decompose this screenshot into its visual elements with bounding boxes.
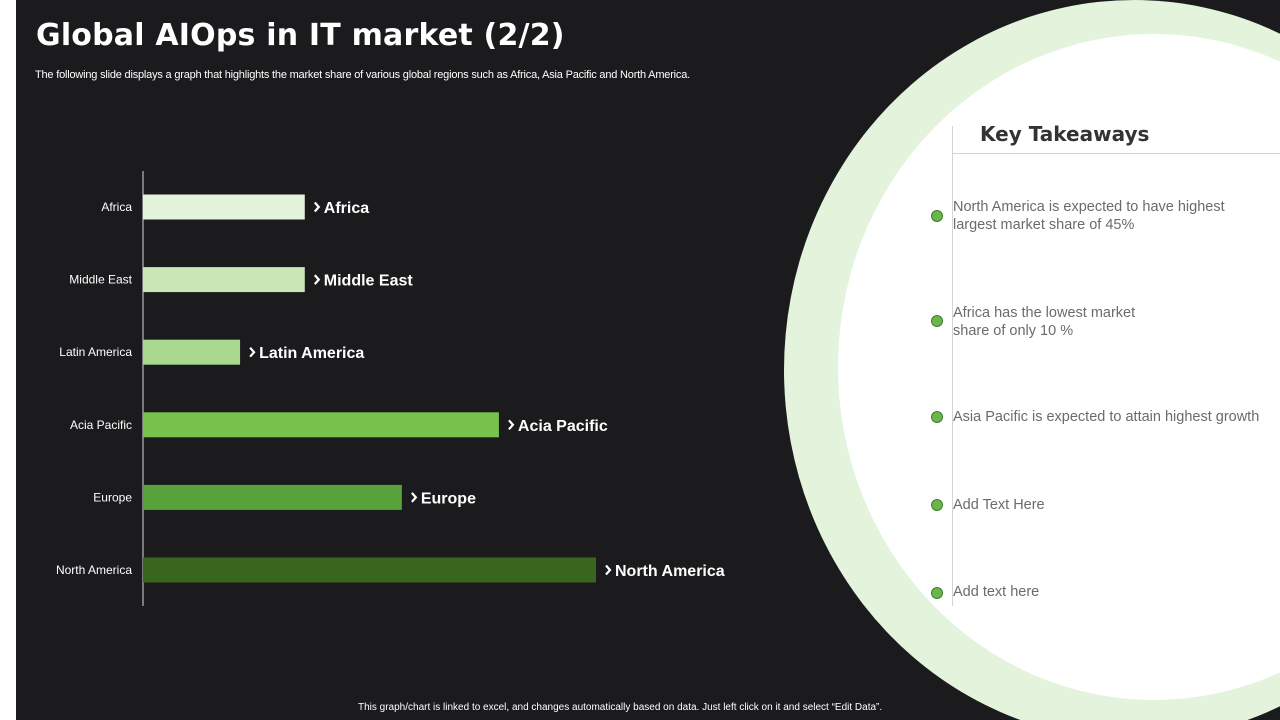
data-label: North America <box>615 563 725 580</box>
takeaway-text: North America is expected to have highes… <box>953 199 1225 233</box>
takeaway-text: Africa has the lowest market share of on… <box>953 305 1136 339</box>
chevron-right-icon <box>605 564 612 576</box>
edit-data-footnote: This graph/chart is linked to excel, and… <box>358 702 883 713</box>
takeaway-bullet-icon <box>931 411 943 423</box>
takeaway-text: Add text here <box>953 584 1040 600</box>
category-label: Acia Pacific <box>70 418 132 432</box>
takeaways-divider <box>953 153 1280 154</box>
takeaways-title: Key Takeaways <box>980 122 1150 146</box>
chevron-right-icon <box>313 274 321 285</box>
data-label: Middle East <box>324 273 414 290</box>
market-share-bar-chart[interactable]: Africa Africa Middle East Middle East Latin … <box>16 0 796 620</box>
category-label: Latin America <box>59 345 132 359</box>
takeaway-bullet-icon <box>931 587 943 599</box>
category-label: North America <box>56 563 132 577</box>
takeaway-bullet-icon <box>931 210 943 222</box>
data-label: Acia Pacific <box>518 418 608 435</box>
data-label: Africa <box>324 200 369 217</box>
bar-africa[interactable] <box>143 194 305 220</box>
takeaway-bullet-icon <box>931 499 943 511</box>
takeaways-timeline-line <box>952 126 953 606</box>
category-label: Africa <box>101 200 132 214</box>
chevron-right-icon <box>249 346 256 358</box>
category-label: Europe <box>93 490 132 504</box>
takeaway-text: Asia Pacific is expected to attain highe… <box>953 409 1260 425</box>
chevron-right-icon <box>508 419 515 431</box>
slide-title: Global AIOps in IT market (2/2) <box>36 18 565 53</box>
data-label: Europe <box>421 490 476 507</box>
takeaway-bullet-icon <box>931 315 943 327</box>
bar-latin-america[interactable] <box>143 339 241 365</box>
bar-acia-pacific[interactable] <box>143 412 499 438</box>
slide-background: Global AIOps in IT market (2/2) The foll… <box>16 0 1280 720</box>
data-label: Latin America <box>259 345 364 362</box>
chevron-right-icon <box>313 201 321 213</box>
category-label: Middle East <box>69 273 132 287</box>
takeaway-text: Add Text Here <box>953 497 1045 513</box>
slide-subtitle: The following slide displays a graph tha… <box>35 69 690 81</box>
chevron-right-icon <box>411 492 418 503</box>
bar-north-america[interactable] <box>143 557 596 583</box>
bar-middle-east[interactable] <box>143 267 305 293</box>
bar-europe[interactable] <box>143 484 402 510</box>
